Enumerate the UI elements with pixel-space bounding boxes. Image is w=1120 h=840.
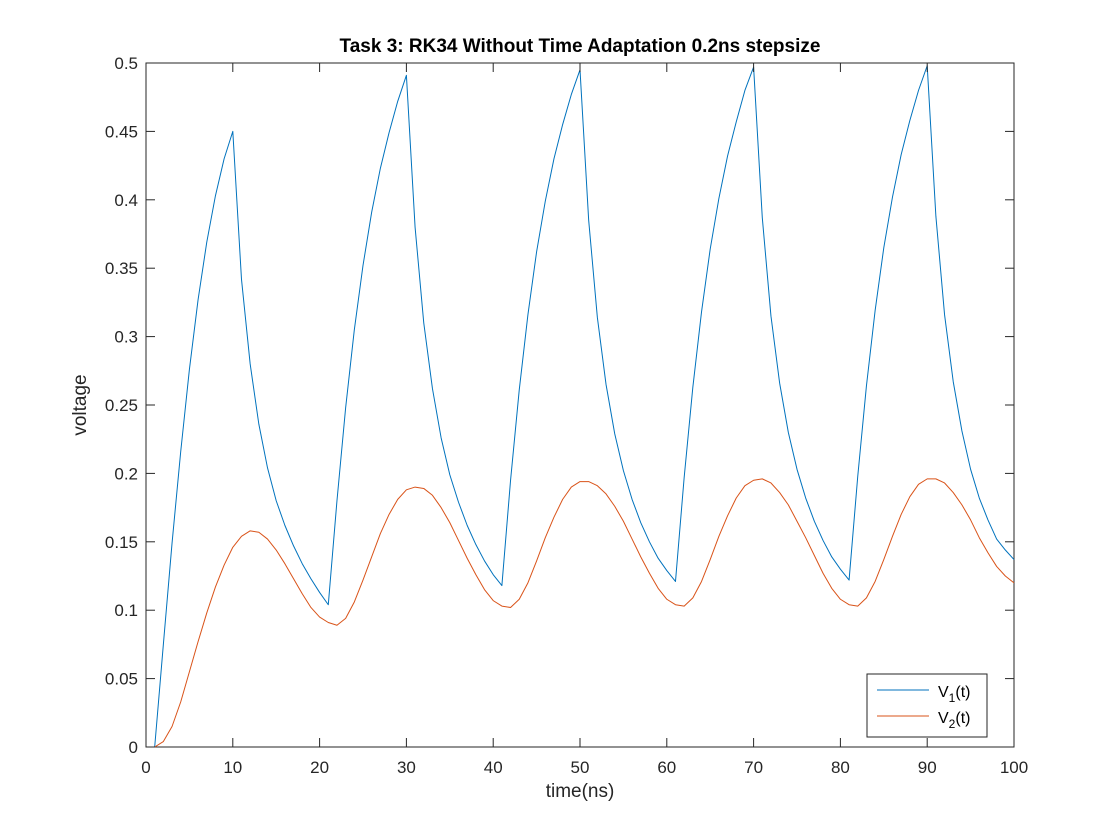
x-tick-label: 60 [657,758,676,777]
legend-v1-base: V [938,684,949,701]
x-tick-label: 80 [831,758,850,777]
axes-box [145,62,1015,748]
chart-title: Task 3: RK34 Without Time Adaptation 0.2… [340,36,821,57]
series-line-v1 [154,65,1015,748]
legend-entry-v1: V1(t) [938,684,970,705]
y-axis-ticks: 0 0.05 0.1 0.15 0.2 0.25 0.3 0.35 0.4 0.45 0.5 [105,54,1014,757]
x-tick-label: 0 [141,758,150,777]
legend-entry-v2: V2(t) [938,710,970,731]
legend-box [866,673,988,738]
plot-area: 0 10 20 30 40 50 60 70 80 90 100 0 0.05 0.1 0.15 0.2 0.… [105,54,1028,777]
series-layer [154,65,1015,748]
x-tick-label: 90 [918,758,937,777]
y-axis-label: voltage [70,374,91,435]
x-tick-label: 100 [1000,758,1028,777]
x-tick-label: 10 [223,758,242,777]
y-tick-label: 0.3 [114,328,138,347]
y-tick-label: 0.05 [105,670,138,689]
legend-v2-base: V [938,710,949,727]
x-axis-ticks: 0 10 20 30 40 50 60 70 80 90 100 [141,63,1028,777]
legend-v1-sub: 1 [949,691,956,705]
y-tick-label: 0.1 [114,601,138,620]
x-tick-label: 70 [744,758,763,777]
legend-v1-suffix: (t) [955,684,970,701]
x-tick-label: 30 [397,758,416,777]
series-line-v2 [154,478,1015,748]
legend: V1(t) V2(t) [866,673,988,738]
y-tick-label: 0 [129,738,138,757]
y-tick-label: 0.2 [114,464,138,483]
y-tick-label: 0.25 [105,396,138,415]
x-tick-label: 50 [571,758,590,777]
y-tick-label: 0.45 [105,122,138,141]
y-tick-label: 0.35 [105,259,138,278]
legend-v2-suffix: (t) [955,710,970,727]
x-tick-label: 20 [310,758,329,777]
x-axis-label: time(ns) [546,781,615,802]
legend-v2-sub: 2 [949,717,956,731]
y-tick-label: 0.15 [105,533,138,552]
y-tick-label: 0.4 [114,191,138,210]
y-tick-label: 0.5 [114,54,138,73]
x-tick-label: 40 [484,758,503,777]
